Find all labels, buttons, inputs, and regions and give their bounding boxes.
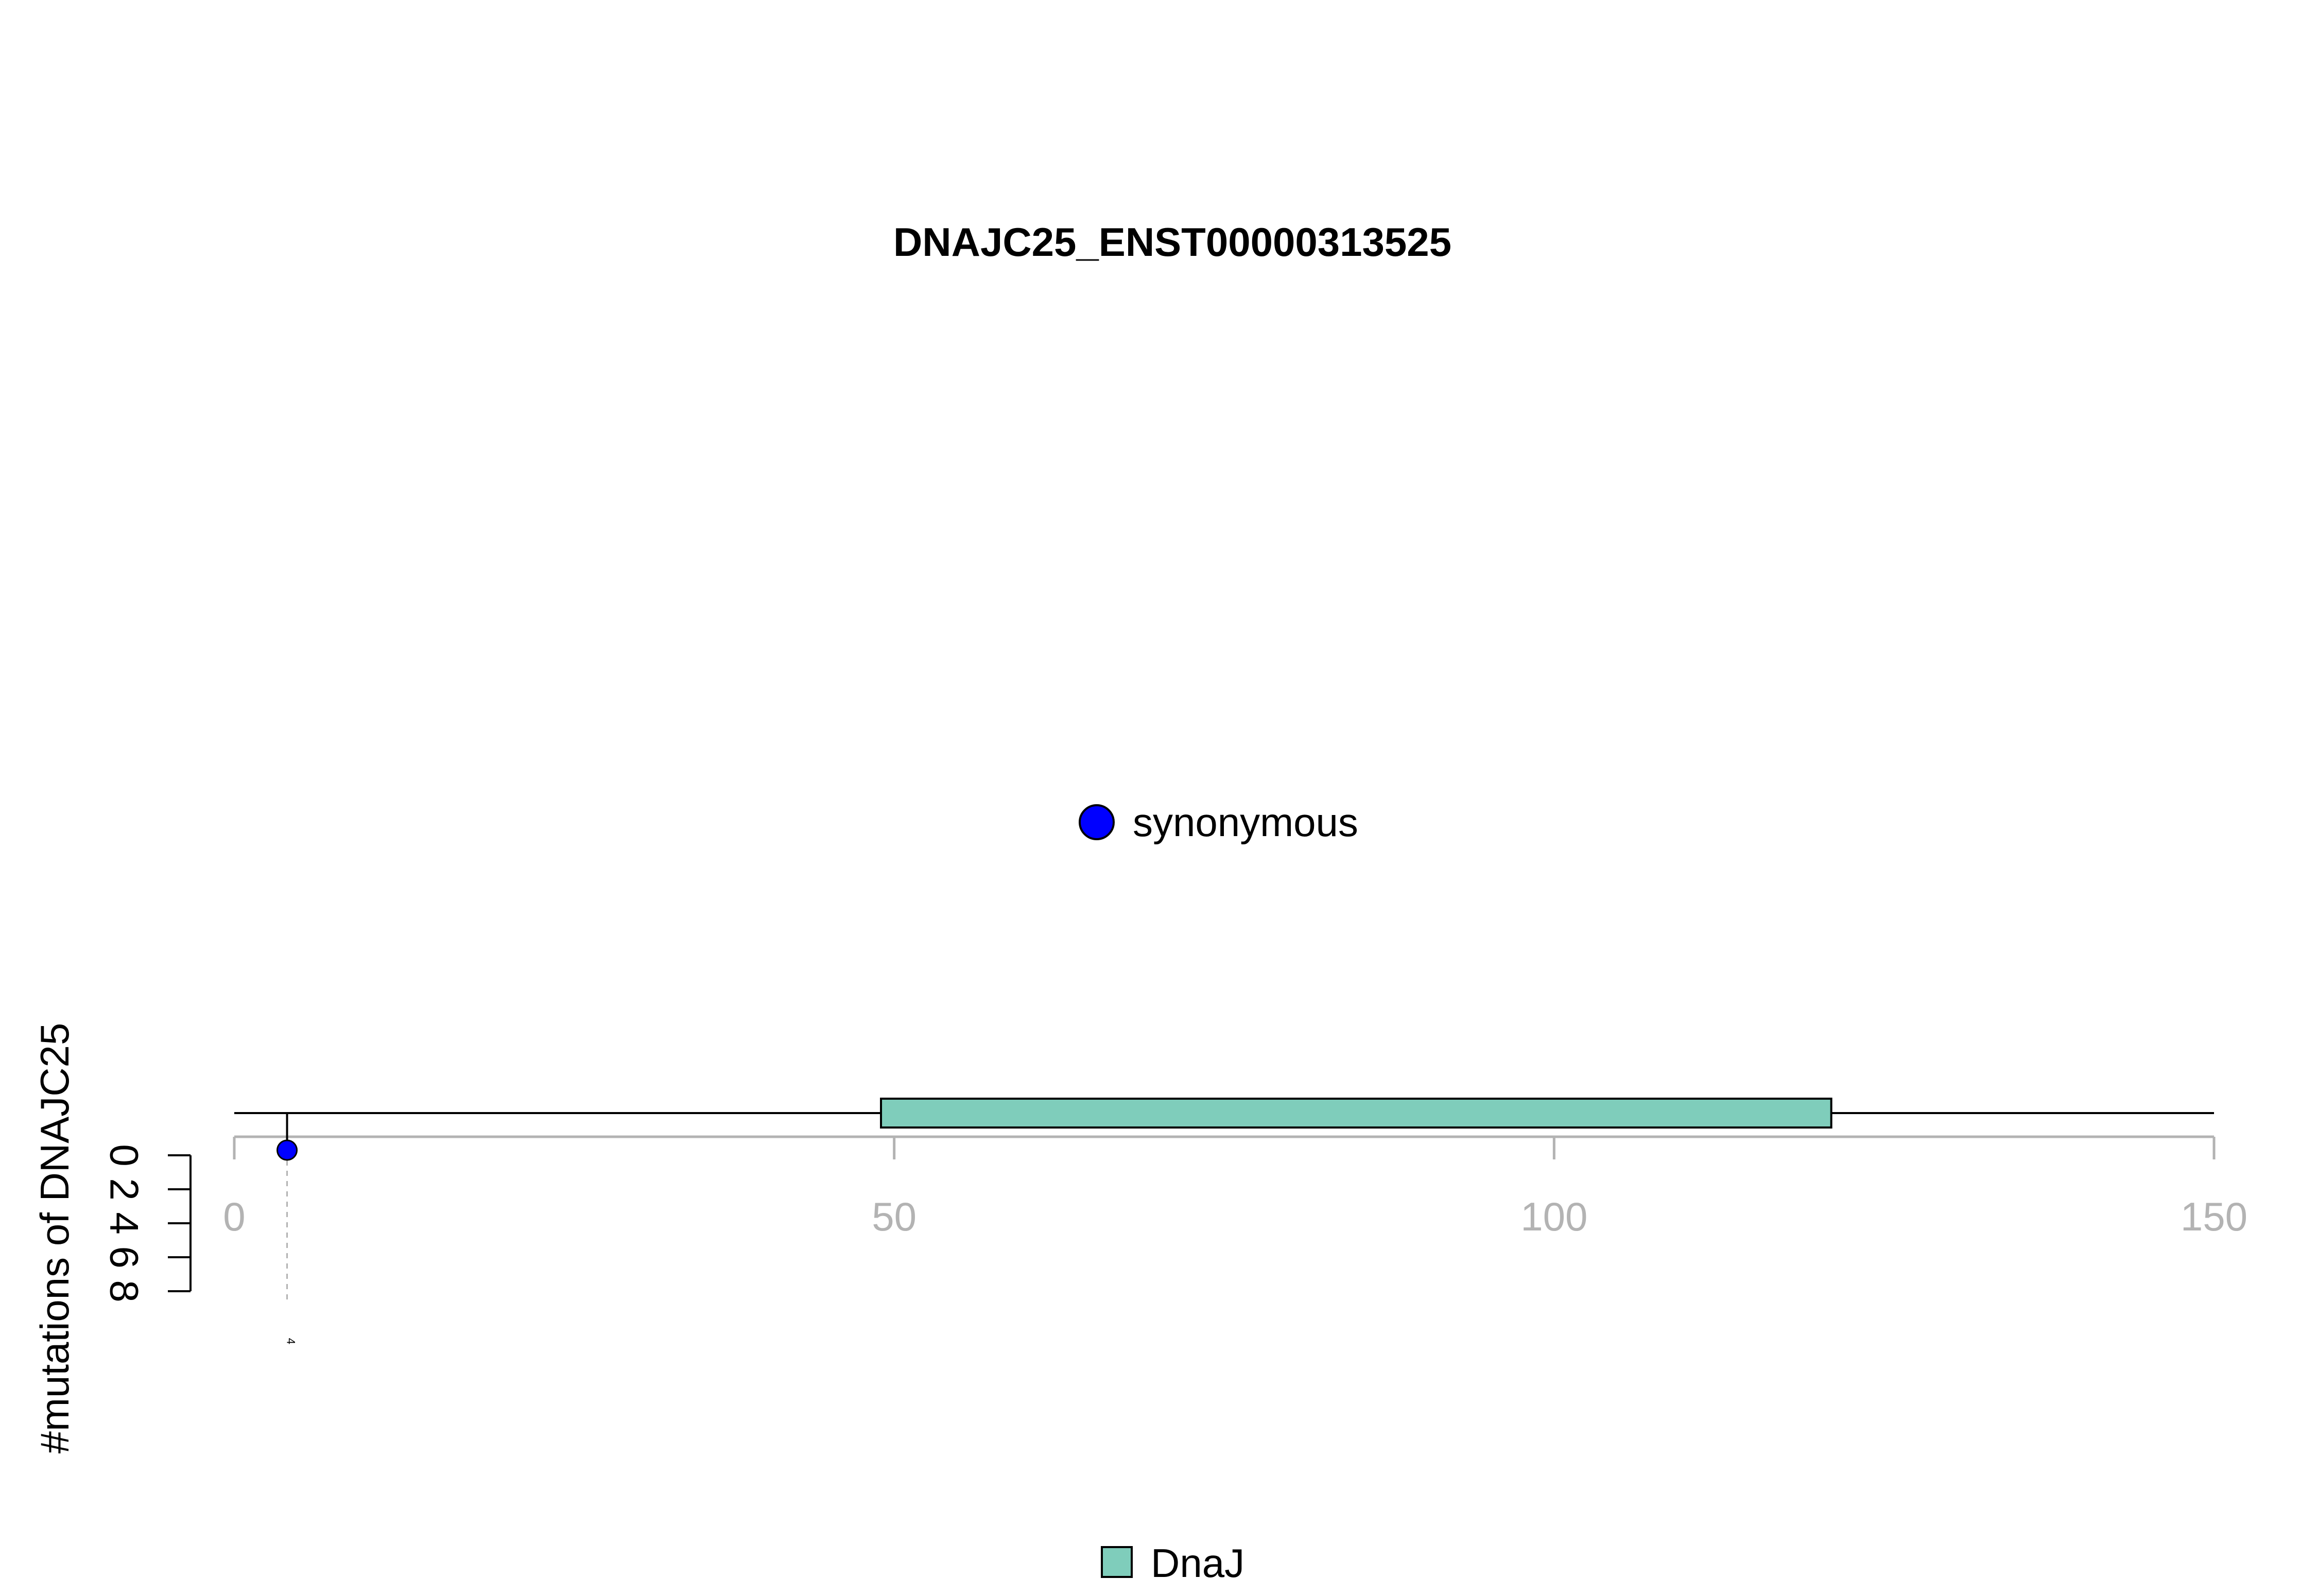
y-tick-label: 6 [102,1246,147,1268]
legend-domain-label: DnaJ [1151,1540,1244,1586]
mutation-point [276,1139,298,1161]
mutation-type-legend: synonymous [1079,800,1358,845]
x-tick-label: 50 [872,1194,917,1239]
legend-domain-swatch [1101,1546,1133,1578]
domain-legend: DnaJ [1101,1540,1244,1586]
domain-dnaj [880,1098,1832,1129]
chart-title: DNAJC25_ENST00000313525 [893,219,1451,265]
legend-mutation-label: synonymous [1133,800,1358,845]
y-axis-label: #mutations of DNAJC25 [32,1023,77,1454]
y-axis: 0 2 4 6 8 [102,1144,192,1303]
mutation-layer: 4 [276,1113,298,1344]
legend-mutation-swatch [1079,804,1115,840]
x-tick-label: 100 [1520,1194,1587,1239]
y-tick-label: 2 [102,1178,147,1200]
y-tick-label: 4 [102,1212,147,1234]
y-tick-label: 8 [102,1280,147,1302]
mutation-position-label: 4 [285,1338,298,1344]
domain-layer [880,1098,1832,1129]
x-tick-label: 0 [223,1194,245,1239]
x-axis: 0 50 100 150 [223,1135,2247,1239]
x-tick-label: 150 [2181,1194,2247,1239]
y-tick-label: 0 [102,1144,147,1166]
